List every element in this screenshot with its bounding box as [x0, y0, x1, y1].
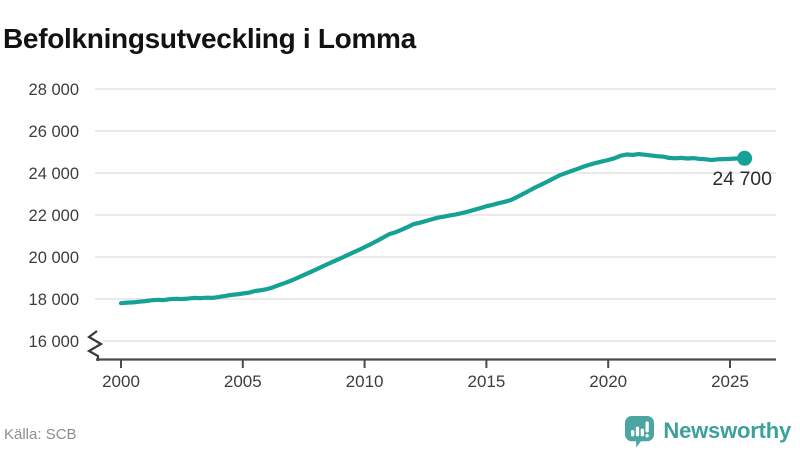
- newsworthy-logo[interactable]: Newsworthy: [624, 414, 791, 448]
- x-tick-label: 2005: [224, 372, 262, 391]
- y-tick-label: 22 000: [29, 207, 79, 225]
- x-tick-label: 2000: [102, 372, 140, 391]
- end-point-value-label: 24 700: [712, 168, 772, 190]
- x-tick-label: 2015: [467, 372, 505, 391]
- logo-barchart-glyph: [631, 420, 650, 437]
- population-series-line: [118, 152, 747, 306]
- end-point-dot: [737, 150, 753, 166]
- source-note: Källa: SCB: [4, 426, 77, 443]
- page-title: Befolkningsutveckling i Lomma: [3, 22, 416, 54]
- y-tick-label: 28 000: [29, 81, 79, 99]
- y-tick-label: 24 000: [29, 165, 79, 183]
- x-tick-label: 2020: [589, 372, 627, 391]
- y-tick-label: 20 000: [29, 249, 79, 267]
- axis-break-zigzag-icon: [86, 330, 104, 361]
- newsworthy-logo-icon: [625, 415, 655, 447]
- logo-bubble-shape: [625, 415, 655, 447]
- y-tick-label: 18 000: [29, 291, 79, 309]
- x-tick-label: 2025: [711, 372, 749, 391]
- x-tick-label: 2010: [346, 372, 384, 391]
- newsworthy-wordmark: Newsworthy: [663, 418, 791, 443]
- y-tick-label: 26 000: [29, 123, 79, 141]
- y-tick-label: 16 000: [29, 333, 79, 351]
